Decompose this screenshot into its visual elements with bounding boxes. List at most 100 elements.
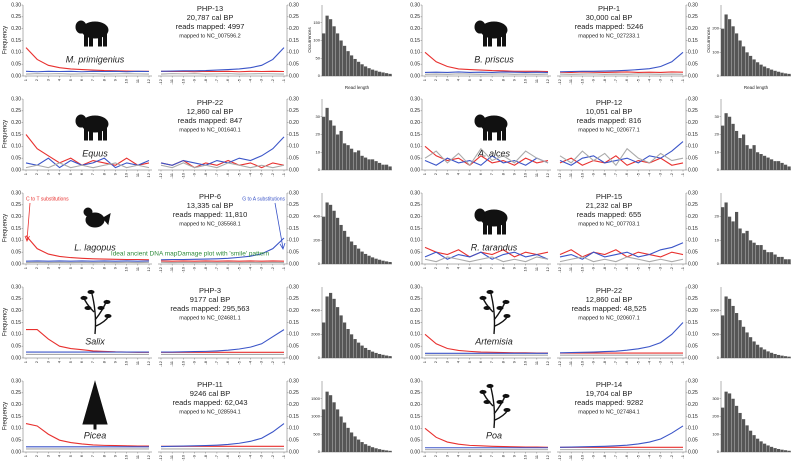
x-tick-label: 4 — [57, 172, 62, 175]
x-tick-label: -8 — [203, 172, 208, 176]
y-tick-label: 0.05 — [688, 437, 698, 443]
y-tick-label: 0.30 — [688, 2, 698, 8]
y-tick-label: 0.00 — [410, 73, 420, 79]
x-tick-label: 8 — [101, 360, 106, 363]
damage-line — [160, 237, 285, 261]
y-tick-label: 0.15 — [410, 226, 420, 232]
reference: mapped to NC_007703.1 — [578, 221, 639, 227]
y-tick-label: 0.20 — [11, 308, 21, 314]
y-tick-label: 0.25 — [289, 108, 299, 114]
histogram-bar — [350, 148, 354, 170]
damage-line — [559, 322, 684, 354]
histogram-bar — [749, 240, 753, 264]
x-tick-label: 1 — [422, 360, 427, 363]
y-tick-label: 0.20 — [410, 26, 420, 32]
histogram-bar — [371, 447, 375, 452]
x-tick-label: 5 — [467, 454, 472, 457]
y-tick-label: 0.25 — [410, 296, 420, 302]
histogram-bar — [364, 253, 368, 264]
y-tick-label: 0.30 — [11, 378, 21, 384]
x-tick-label: -11 — [169, 172, 174, 178]
histogram-bar — [381, 449, 385, 452]
y-tick-label: 0.25 — [11, 108, 21, 114]
x-tick-label: 1 — [422, 454, 427, 457]
histogram-bar — [353, 58, 357, 76]
x-tick-label: 8 — [500, 266, 505, 269]
x-tick-label: 10 — [523, 360, 528, 365]
icon-stem — [481, 289, 509, 335]
reference: mapped to NC_001640.1 — [179, 127, 240, 133]
x-tick-label: 9 — [113, 78, 118, 81]
y-tick-label: 200 — [313, 237, 320, 242]
x-tick-label: -1 — [281, 360, 286, 364]
y-tick-label: 0.30 — [11, 284, 21, 290]
histogram-bar — [339, 224, 343, 264]
x-tick-label: 2 — [433, 266, 438, 269]
histogram-bar — [777, 354, 781, 358]
x-tick-label: 6 — [478, 172, 483, 175]
y-tick-label: 0.25 — [688, 390, 698, 396]
histogram-bar — [357, 61, 361, 76]
y-tick-label: 0.15 — [410, 38, 420, 44]
x-tick-label: 4 — [456, 454, 461, 457]
x-tick-label: 12 — [545, 454, 550, 459]
x-tick-label: -7 — [613, 454, 618, 458]
histogram-bar — [787, 356, 791, 358]
histogram-bar — [388, 73, 392, 76]
icon-head — [75, 114, 87, 128]
x-tick-label: 6 — [478, 78, 483, 81]
histogram-bar — [738, 228, 742, 264]
x-tick-label: -11 — [169, 454, 174, 460]
histogram-bar — [339, 40, 343, 76]
x-tick-label: -7 — [613, 172, 618, 176]
histogram-bar — [336, 217, 340, 264]
sample-age: 13,335 cal BP — [187, 201, 234, 210]
icon-leg — [89, 33, 93, 47]
x-tick-label: 10 — [523, 172, 528, 177]
x-tick-label: -2 — [270, 360, 275, 364]
histogram-bar — [724, 296, 728, 358]
taxon-name: Salix — [85, 336, 105, 346]
x-tick-label: -5 — [236, 360, 241, 364]
histogram-bar — [350, 432, 354, 452]
icon-leg — [497, 221, 501, 235]
y-tick-label: 0.10 — [289, 50, 299, 56]
x-tick-label: 3 — [444, 266, 449, 269]
y-tick-label: 0.05 — [289, 437, 299, 443]
x-tick-label: -2 — [669, 172, 674, 176]
histogram-bar — [728, 393, 732, 452]
y-tick-label: 0.00 — [289, 449, 299, 455]
x-tick-label: -6 — [225, 266, 230, 270]
x-tick-label: -3 — [259, 266, 264, 270]
x-tick-label: -11 — [169, 360, 174, 366]
histogram-bar — [728, 216, 732, 264]
y-tick-label: 0.10 — [11, 144, 21, 150]
x-tick-label: 1 — [422, 78, 427, 81]
y-tick-label: 0.05 — [11, 155, 21, 161]
histogram-bar — [756, 62, 760, 76]
x-tick-label: 12 — [545, 266, 550, 271]
icon-crown — [82, 380, 108, 425]
histogram-x-title: Read length — [345, 85, 370, 90]
y-tick-label: 1000 — [311, 414, 321, 419]
taxon-name: M. primigenius — [66, 54, 125, 64]
x-tick-label: -3 — [658, 360, 663, 364]
damage-line — [25, 47, 149, 72]
y-tick-label: 0.00 — [688, 167, 698, 173]
y-tick-label: 0.25 — [11, 390, 21, 396]
damage-line — [424, 256, 549, 263]
x-tick-label: -3 — [658, 78, 663, 82]
y-tick-label: 0.30 — [289, 2, 299, 8]
histogram-bar — [360, 442, 364, 452]
x-tick-label: 4 — [57, 360, 62, 363]
histogram-bar — [784, 73, 788, 76]
histogram-bar — [357, 342, 361, 358]
x-tick-label: 1 — [422, 266, 427, 269]
x-tick-label: 5 — [68, 172, 73, 175]
histogram-bar — [773, 254, 777, 264]
histogram-bar — [780, 72, 784, 76]
y-tick-label: 0.05 — [11, 61, 21, 67]
histogram-bar — [766, 157, 770, 170]
reads-mapped: reads mapped: 62,043 — [172, 398, 247, 407]
histogram-bar — [357, 248, 361, 264]
